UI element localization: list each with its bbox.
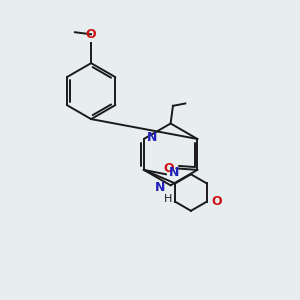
Text: N: N [169, 166, 180, 179]
Text: O: O [163, 162, 174, 175]
Text: O: O [211, 195, 221, 208]
Text: N: N [147, 131, 157, 144]
Text: O: O [86, 28, 96, 41]
Text: H: H [164, 194, 172, 204]
Text: N: N [155, 181, 165, 194]
